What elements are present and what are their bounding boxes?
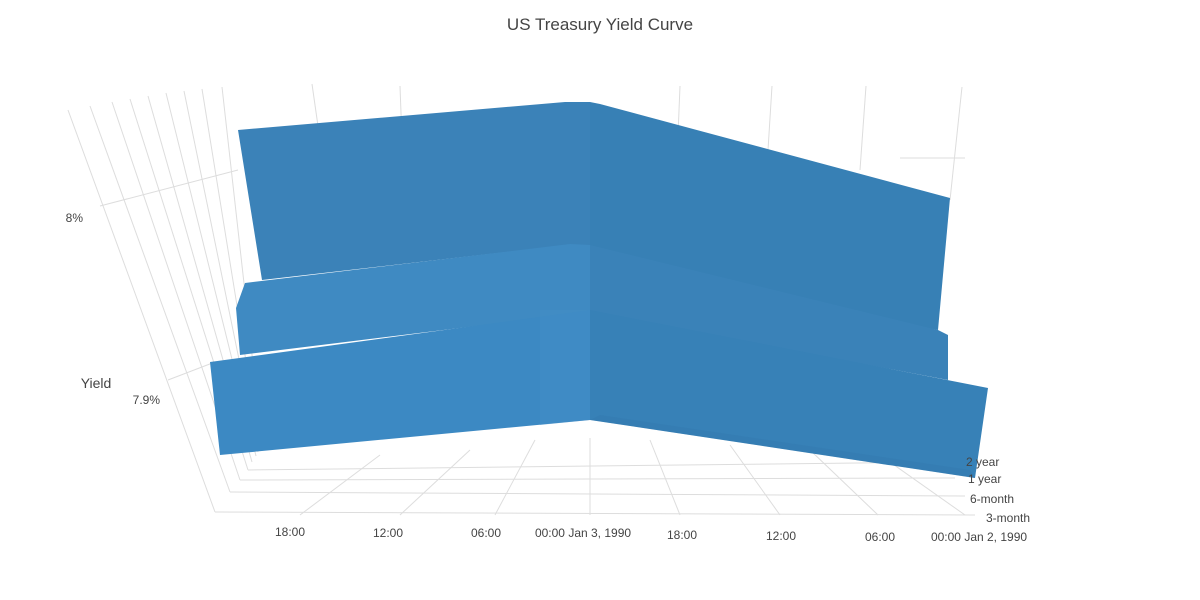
y-tick: 2 year <box>966 455 999 469</box>
z-axis-title: Yield <box>81 375 112 391</box>
x-tick: 06:00 <box>471 526 501 540</box>
x-tick: 12:00 <box>766 529 796 543</box>
y-tick: 1 year <box>968 472 1001 486</box>
surface-mid-right <box>590 245 948 380</box>
x-axis-ticks: 18:00 12:00 06:00 00:00 Jan 3, 1990 18:0… <box>275 525 1027 544</box>
z-tick-8: 8% <box>66 211 84 225</box>
x-tick: 18:00 <box>667 528 697 542</box>
y-axis-ticks: 3-month 6-month 1 year 2 year <box>966 455 1030 525</box>
x-tick: 00:00 Jan 3, 1990 <box>535 526 631 540</box>
surface-mid-left <box>236 244 590 355</box>
x-tick: 18:00 <box>275 525 305 539</box>
chart-title: US Treasury Yield Curve <box>507 15 693 34</box>
scene-grid <box>67 83 976 516</box>
surface-top-left <box>238 102 590 280</box>
x-tick: 12:00 <box>373 526 403 540</box>
surface <box>210 102 988 478</box>
y-tick: 6-month <box>970 492 1014 506</box>
y-tick: 3-month <box>986 511 1030 525</box>
surface-low-left <box>210 310 590 455</box>
x-tick: 00:00 Jan 2, 1990 <box>931 530 1027 544</box>
surface-low-right <box>590 310 988 478</box>
x-tick: 06:00 <box>865 530 895 544</box>
z-tick-7.9: 7.9% <box>133 393 161 407</box>
